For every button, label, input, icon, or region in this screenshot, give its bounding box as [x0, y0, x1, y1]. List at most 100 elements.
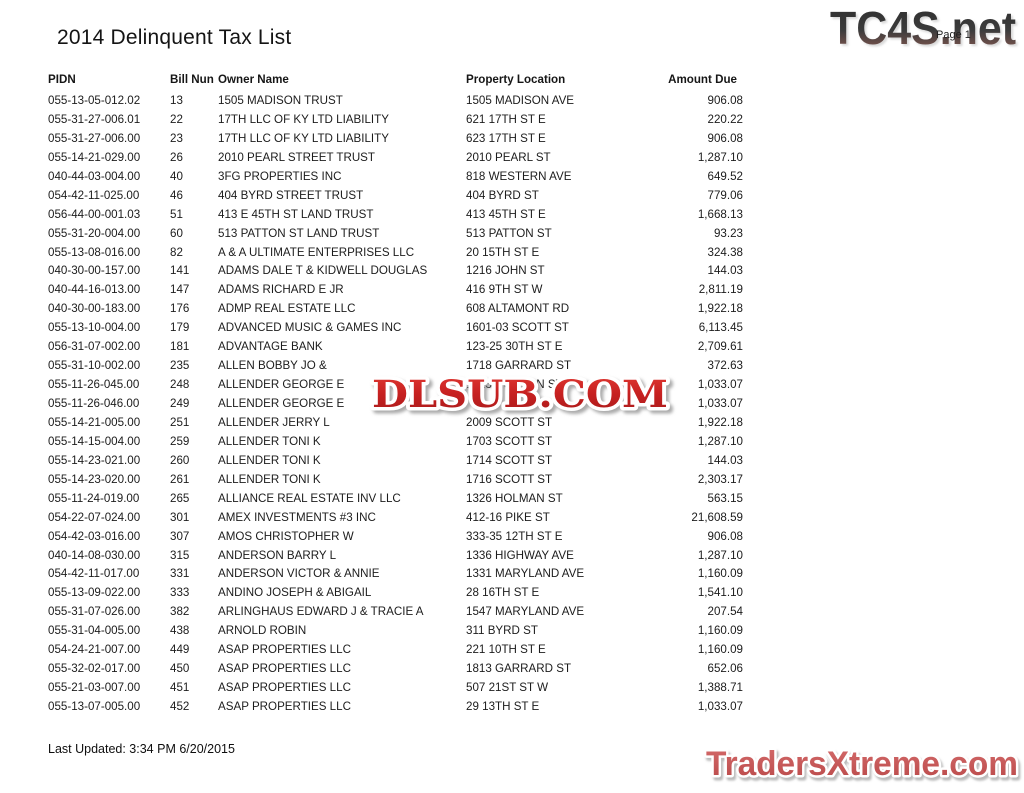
bill-num-cell: 249 [170, 397, 190, 410]
property-location-cell: 333-35 12TH ST E [466, 529, 563, 543]
bill-num-cell: 382 [170, 605, 190, 619]
pidn-cell: 040-14-08-030.00 [48, 548, 141, 562]
table-row: 055-14-23-020.00 261 ALLENDER TONI K 1716 S… [48, 471, 743, 490]
table-row: 055-11-26-046.00 249 ALLENDER GEORGE E 1,03… [48, 395, 743, 414]
pidn-cell: 055-11-26-045.00 [48, 378, 140, 392]
pidn-cell: 055-31-20-004.00 [48, 226, 141, 240]
table-row: 055-13-10-004.00 179 ADVANCED MUSIC & GAME… [48, 319, 743, 338]
property-location-cell: 1326 HOLMAN ST [466, 491, 563, 505]
bill-num-cell: 261 [170, 472, 190, 486]
owner-name-cell: 3FG PROPERTIES INC [218, 169, 342, 183]
amount-due-cell: 2,811.19 [698, 283, 743, 297]
owner-name-cell: ALLIANCE REAL ESTATE INV LLC [218, 491, 401, 505]
property-location-cell: 818 WESTERN AVE [466, 169, 572, 183]
property-location-cell: 507 21ST ST W [466, 681, 549, 695]
amount-due-cell: 563.15 [707, 491, 743, 505]
page-title: 2014 Delinquent Tax List [57, 26, 292, 49]
bill-num-cell: 26 [170, 150, 183, 164]
bill-num-cell: 251 [170, 415, 190, 429]
bill-num-cell: 301 [170, 510, 190, 524]
property-location-cell: 2010 PEARL ST [466, 150, 551, 164]
pidn-cell: 040-30-00-157.00 [48, 264, 141, 278]
amount-due-cell: 1,287.10 [697, 434, 743, 448]
pidn-cell: 055-13-10-004.00 [48, 321, 141, 335]
property-location-cell: 1601-03 SCOTT ST [466, 321, 569, 335]
bill-num-cell: 265 [170, 491, 190, 505]
bill-num-cell: 307 [170, 529, 190, 543]
owner-name-cell: ASAP PROPERTIES LLC [218, 643, 351, 657]
owner-name-cell: ADVANTAGE BANK [218, 340, 323, 354]
table-row: 055-13-08-016.00 82 A & A ULTIMATE ENTERPR… [48, 244, 743, 263]
bill-num-cell: 315 [170, 548, 190, 562]
owner-name-cell: AMOS CHRISTOPHER W [218, 529, 354, 543]
table-row: 055-31-27-006.00 23 17TH LLC OF KY LTD LIA… [48, 130, 743, 149]
owner-name-cell: ASAP PROPERTIES LLC [218, 681, 351, 695]
table-row: 055-11-24-019.00 265 ALLIANCE REAL ESTATE … [48, 490, 743, 509]
table-header-row: PIDN Bill Nun Owner Name Property Locati… [48, 72, 743, 92]
owner-name-cell: ADMP REAL ESTATE LLC [218, 302, 356, 316]
pidn-cell: 054-22-07-024.00 [48, 510, 141, 524]
owner-name-cell: ALLENDER GEORGE E [218, 397, 345, 410]
amount-due-cell: 1,160.09 [697, 567, 743, 581]
property-location-cell: 1716 SCOTT ST [466, 472, 553, 486]
amount-due-cell: 1,033.07 [697, 700, 743, 713]
bill-num-cell: 452 [170, 700, 190, 713]
pidn-cell: 055-13-08-016.00 [48, 245, 141, 259]
pidn-cell: 040-30-00-183.00 [48, 302, 141, 316]
property-location-cell: 513 PATTON ST [466, 226, 552, 240]
bill-num-cell: 60 [170, 226, 183, 240]
pidn-cell: 055-31-07-026.00 [48, 605, 141, 619]
amount-due-cell: 2,303.17 [697, 472, 743, 486]
bill-num-cell: 22 [170, 112, 183, 126]
header-amount-due: Amount Due [668, 73, 737, 86]
property-location-cell: 1505 MADISON AVE [466, 94, 575, 107]
owner-name-cell: 513 PATTON ST LAND TRUST [218, 226, 380, 240]
pidn-cell: 055-21-03-007.00 [48, 681, 141, 695]
owner-name-cell: A & A ULTIMATE ENTERPRISES LLC [218, 245, 415, 259]
bill-num-cell: 235 [170, 359, 190, 373]
property-location-cell: 1547 MARYLAND AVE [466, 605, 585, 619]
table-body: 055-13-05-012.02 13 1505 MADISON TRUST 1505… [48, 92, 743, 717]
owner-name-cell: 404 BYRD STREET TRUST [218, 188, 364, 202]
svg-text:TC4S.net: TC4S.net [830, 2, 1016, 54]
property-location-cell: 1513 HOLMAN ST [466, 378, 563, 392]
owner-name-cell: 1505 MADISON TRUST [218, 94, 343, 107]
amount-due-cell: 1,541.10 [697, 586, 743, 600]
amount-due-cell: 21,608.59 [691, 510, 743, 524]
property-location-cell: 221 10TH ST E [466, 643, 546, 657]
owner-name-cell: ANDINO JOSEPH & ABIGAIL [218, 586, 372, 600]
owner-name-cell: 413 E 45TH ST LAND TRUST [218, 207, 374, 221]
property-location-cell: 1216 JOHN ST [466, 264, 545, 278]
amount-due-cell: 906.08 [707, 94, 743, 107]
amount-due-cell: 220.22 [707, 112, 743, 126]
pidn-cell: 055-31-27-006.01 [48, 112, 141, 126]
tc4s-watermark-logo: TC4S.net [828, 2, 1020, 62]
pidn-cell: 055-14-15-004.00 [48, 434, 141, 448]
property-location-cell: 608 ALTAMONT RD [466, 302, 570, 316]
amount-due-cell: 1,160.09 [697, 643, 743, 657]
pidn-cell: 055-13-07-005.00 [48, 700, 141, 713]
amount-due-cell: 906.08 [707, 529, 743, 543]
pidn-cell: 040-44-03-004.00 [48, 169, 141, 183]
amount-due-cell: 1,033.07 [697, 397, 743, 410]
pidn-cell: 055-11-24-019.00 [48, 491, 140, 505]
owner-name-cell: ASAP PROPERTIES LLC [218, 662, 351, 676]
header-bill-num: Bill Nun [170, 73, 214, 86]
table-row: 055-11-26-045.00 248 ALLENDER GEORGE E 1513… [48, 376, 743, 395]
bill-num-cell: 260 [170, 453, 190, 467]
amount-due-cell: 1,922.18 [697, 415, 743, 429]
page-number: Page 1 [936, 29, 971, 41]
table-row: 040-44-03-004.00 40 3FG PROPERTIES INC 818 … [48, 168, 743, 187]
bill-num-cell: 13 [170, 94, 183, 107]
table-row: 055-32-02-017.00 450 ASAP PROPERTIES LLC 18… [48, 660, 743, 679]
pidn-cell: 056-31-07-002.00 [48, 340, 141, 354]
bill-num-cell: 333 [170, 586, 190, 600]
owner-name-cell: ALLENDER TONI K [218, 472, 321, 486]
bill-num-cell: 147 [170, 283, 190, 297]
bill-num-cell: 82 [170, 245, 183, 259]
pidn-cell: 040-44-16-013.00 [48, 283, 141, 297]
owner-name-cell: ADAMS DALE T & KIDWELL DOUGLAS [218, 264, 428, 278]
property-location-cell: 416 9TH ST W [466, 283, 543, 297]
amount-due-cell: 1,287.10 [697, 548, 743, 562]
